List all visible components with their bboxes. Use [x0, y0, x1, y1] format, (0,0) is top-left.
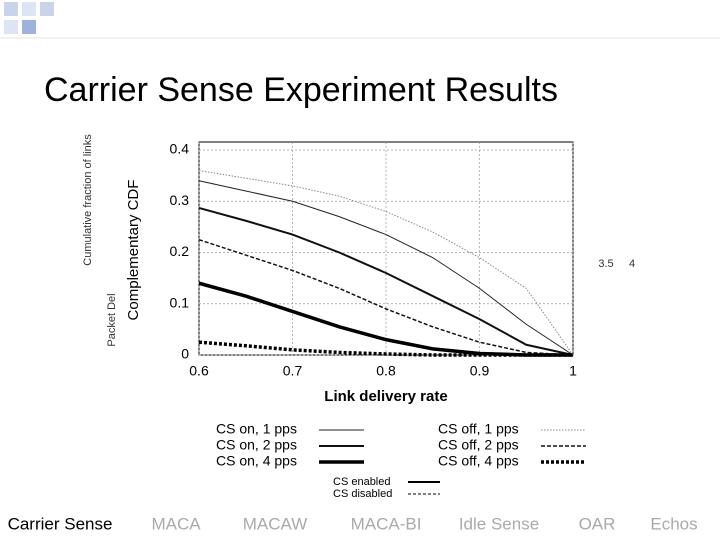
underlay-tick: 4: [629, 258, 635, 270]
y-tick-label: 0.1: [170, 294, 190, 310]
nav-tab: Echos: [650, 514, 697, 533]
y-tick-label: 0.4: [170, 141, 190, 157]
y-axis-label: Complementary CDF: [125, 180, 142, 321]
y-tick-label: 0.2: [170, 243, 190, 259]
series-line: [198, 170, 574, 356]
x-tick-label: 0.8: [376, 363, 396, 379]
series-line: [198, 180, 574, 356]
y-tick-label: 0: [181, 346, 189, 362]
x-tick-label: 1: [569, 363, 577, 379]
x-axis-label: Link delivery rate: [324, 388, 447, 405]
slide-title: Carrier Sense Experiment Results: [44, 71, 558, 109]
legend-label: CS off, 1 pps: [438, 421, 519, 437]
nav-tab: MACA: [151, 514, 201, 533]
y-tick-label: 0.3: [170, 192, 190, 208]
nav-tab: MACA-BI: [351, 514, 422, 533]
series-line: [198, 340, 573, 357]
underlay-y-label: Packet Del: [106, 293, 118, 346]
x-tick-label: 0.9: [470, 363, 490, 379]
x-tick-label: 0.7: [283, 363, 303, 379]
legend-label: CS off, 2 pps: [438, 437, 519, 453]
underlay-legend: CS enabled: [333, 476, 391, 488]
x-tick-label: 0.6: [189, 363, 209, 379]
legend-label: CS off, 4 pps: [438, 453, 519, 469]
legend-label: CS on, 1 pps: [216, 421, 297, 437]
underlay-legend: CS disabled: [333, 488, 392, 500]
nav-tab: Idle Sense: [459, 514, 539, 533]
nav-tab: OAR: [579, 514, 616, 533]
series-line: [198, 238, 574, 356]
underlay-y-label: Cumulative fraction of links: [82, 134, 94, 266]
nav-tab: Carrier Sense: [8, 514, 113, 533]
legend-label: CS on, 2 pps: [216, 437, 297, 453]
underlay-tick: 3.5: [598, 258, 613, 270]
decor: [0, 2, 720, 39]
legend-label: CS on, 4 pps: [216, 453, 297, 469]
series-line: [198, 206, 574, 356]
nav-tab: MACAW: [243, 514, 308, 533]
